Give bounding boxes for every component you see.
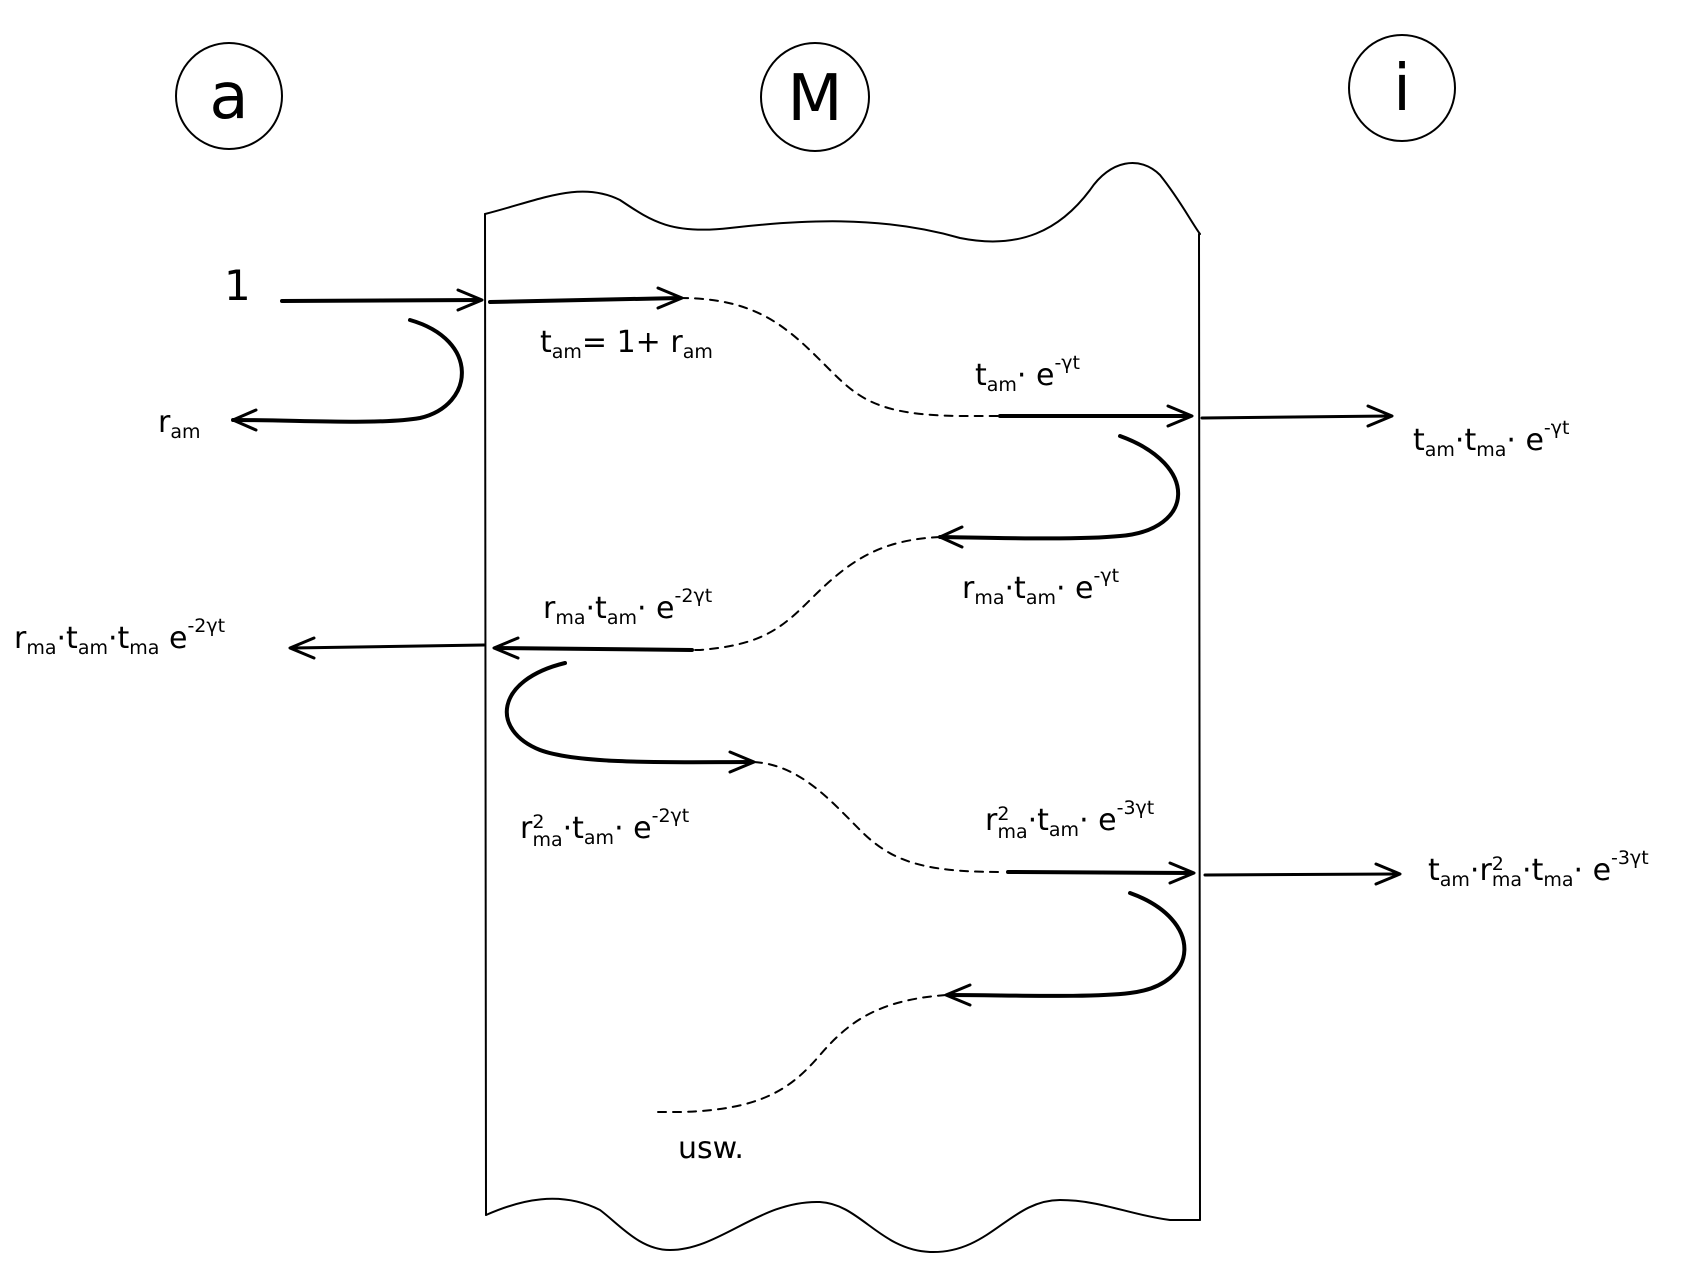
output-right-1-arrow xyxy=(1200,404,1394,428)
internal-arrow-1 xyxy=(998,404,1194,428)
region-a-letter: a xyxy=(209,60,248,134)
transmit-1-arrow xyxy=(488,286,684,310)
internal-arrow-3 xyxy=(1006,861,1196,885)
attenuation-1-dashed xyxy=(679,297,999,417)
region-m-letter: M xyxy=(787,62,842,136)
medium-slab xyxy=(484,162,1201,1254)
label-t-att-1: tam· e-γt xyxy=(975,352,1080,396)
attenuation-3-dashed xyxy=(753,761,1006,873)
label-output-right-2: tam·r2 ma·tma· e-3γt xyxy=(1428,847,1649,891)
attenuation-2-dashed xyxy=(689,536,941,651)
label-forward-2b: r2 ma·tam· e-3γt xyxy=(985,797,1154,843)
label-incident: 1 xyxy=(224,261,251,310)
label-reflect-0: ram xyxy=(158,405,201,443)
output-left-arrow xyxy=(288,636,486,660)
region-i: i xyxy=(1348,34,1456,142)
region-a: a xyxy=(175,42,283,150)
label-output-left: rma·tam·tma e-2γt xyxy=(14,615,225,659)
label-t-equation: tam= 1+ ram xyxy=(540,325,713,363)
label-back-2: rma·tam· e-2γt xyxy=(543,585,712,629)
output-right-2-arrow xyxy=(1203,862,1402,886)
label-back-1: rma·tam· e-γt xyxy=(962,565,1119,609)
region-i-letter: i xyxy=(1393,52,1411,126)
reflection-3-arrow xyxy=(944,891,1187,1007)
label-etc: usw. xyxy=(678,1131,744,1166)
attenuation-4-dashed xyxy=(654,994,947,1113)
reflection-0-arrow xyxy=(231,318,464,432)
internal-arrow-2 xyxy=(492,636,694,660)
reflection-2-arrow xyxy=(504,661,756,774)
label-forward-2a: r2 ma·tam· e-2γt xyxy=(520,805,689,851)
label-output-right-1: tam·tma· e-γt xyxy=(1413,417,1569,461)
incident-arrow xyxy=(280,288,484,312)
region-m: M xyxy=(760,42,870,152)
reflection-1-arrow xyxy=(938,434,1181,549)
